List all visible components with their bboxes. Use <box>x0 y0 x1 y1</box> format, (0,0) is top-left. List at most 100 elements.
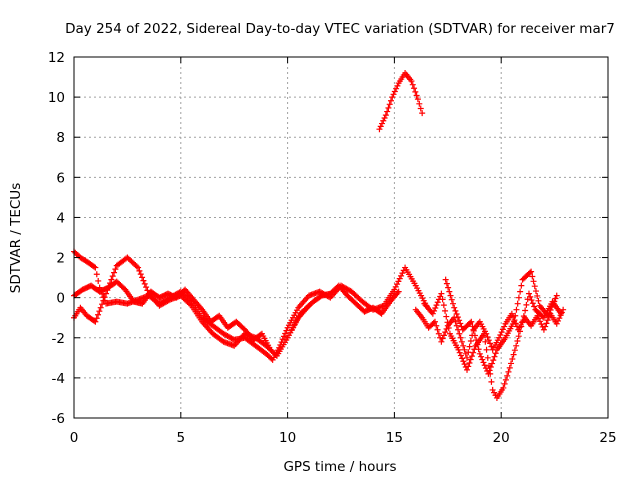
data-point <box>394 281 401 288</box>
data-point <box>473 337 480 344</box>
data-point <box>139 274 146 281</box>
data-point <box>465 363 472 370</box>
data-point <box>519 318 526 325</box>
data-point <box>474 341 481 348</box>
data-point <box>467 319 474 326</box>
data-point <box>396 275 403 282</box>
y-tick-label: 6 <box>56 170 65 186</box>
data-point <box>553 292 560 299</box>
data-point <box>272 351 279 358</box>
y-tick-label: -4 <box>52 371 65 387</box>
data-point <box>467 337 474 344</box>
data-point <box>108 276 115 283</box>
data-point <box>518 282 525 289</box>
data-point <box>525 290 532 297</box>
data-point <box>394 82 401 89</box>
data-point <box>501 323 508 330</box>
data-point <box>499 326 506 333</box>
data-point <box>535 315 542 322</box>
data-point <box>455 346 462 353</box>
data-point <box>395 278 402 285</box>
data-point <box>545 312 552 319</box>
data-point <box>535 297 542 304</box>
data-point <box>508 360 515 367</box>
data-point <box>500 384 507 391</box>
data-point <box>476 350 483 357</box>
data-point <box>540 326 547 333</box>
data-point <box>135 264 142 271</box>
data-point <box>548 304 555 311</box>
data-point <box>513 306 520 313</box>
data-point <box>413 92 420 99</box>
data-point <box>484 333 491 340</box>
data-point <box>165 297 172 304</box>
data-point <box>431 318 438 325</box>
data-point <box>484 354 491 361</box>
data-point <box>442 276 449 283</box>
data-point <box>398 272 405 279</box>
data-point <box>419 110 426 117</box>
data-point <box>496 334 503 341</box>
data-point <box>513 342 520 349</box>
data-point <box>468 318 475 325</box>
data-point <box>492 350 499 357</box>
data-point <box>531 303 538 310</box>
data-point <box>467 356 474 363</box>
data-point <box>416 100 423 107</box>
data-point <box>482 338 489 345</box>
data-point <box>452 307 459 314</box>
data-point <box>523 301 530 308</box>
data-point <box>440 302 447 309</box>
data-point <box>392 283 399 290</box>
data-point <box>546 309 553 316</box>
data-point <box>391 88 398 95</box>
x-tick-label: 25 <box>599 430 616 446</box>
data-point <box>449 300 456 307</box>
data-point <box>481 362 488 369</box>
data-point <box>529 273 536 280</box>
data-point <box>452 318 459 325</box>
data-point <box>482 365 489 372</box>
data-point <box>528 297 535 304</box>
data-point <box>459 355 466 362</box>
data-point <box>393 85 400 92</box>
data-point <box>95 311 102 318</box>
data-point <box>556 315 563 322</box>
y-tick-label: 0 <box>56 291 65 307</box>
data-point <box>448 296 455 303</box>
y-tick-label: -6 <box>52 411 65 427</box>
data-point <box>558 310 565 317</box>
data-point <box>517 288 524 295</box>
data-point <box>461 346 468 353</box>
data-point <box>97 304 104 311</box>
data-point <box>380 117 387 124</box>
data-point <box>429 310 436 317</box>
data-point <box>447 292 454 299</box>
data-point <box>490 357 497 364</box>
x-tick-label: 5 <box>177 430 186 446</box>
data-point <box>456 317 463 324</box>
data-point <box>100 297 107 304</box>
data-point <box>514 337 521 344</box>
data-point <box>99 301 106 308</box>
data-point <box>497 331 504 338</box>
x-tick-label: 20 <box>493 430 510 446</box>
data-point <box>434 326 441 333</box>
data-point <box>433 302 440 309</box>
y-tick-label: 4 <box>56 210 65 226</box>
data-point <box>516 328 523 335</box>
data-point <box>411 85 418 92</box>
data-point <box>389 94 396 101</box>
data-point <box>466 343 473 350</box>
data-point <box>267 346 274 353</box>
data-point <box>109 273 116 280</box>
y-tick-label: -2 <box>52 331 65 347</box>
data-point <box>438 338 445 345</box>
data-point <box>481 330 488 337</box>
y-axis-label: SDTVAR / TECUs <box>8 183 24 293</box>
data-point <box>101 294 108 301</box>
data-point <box>111 269 118 276</box>
data-point <box>527 293 534 300</box>
data-point <box>409 81 416 88</box>
data-point <box>379 120 386 127</box>
